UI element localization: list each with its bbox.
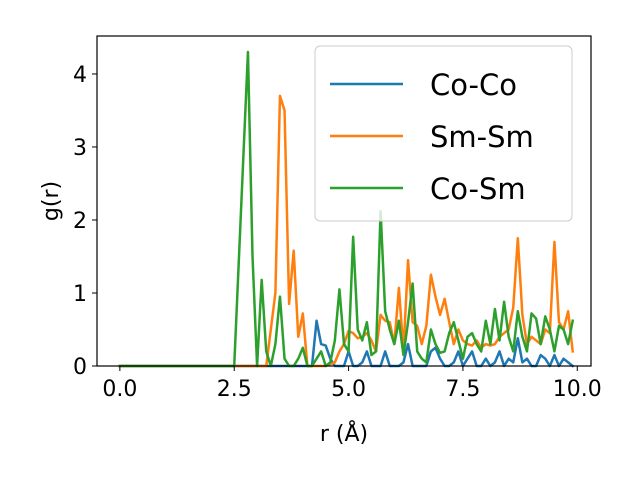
- x-tick-label: 7.5: [445, 377, 480, 402]
- x-tick-label: 10.0: [553, 377, 602, 402]
- y-tick-label: 3: [73, 136, 87, 161]
- legend-label-sm-sm: Sm-Sm: [430, 120, 534, 154]
- legend-label-co-sm: Co-Sm: [430, 172, 526, 206]
- x-tick-label: 2.5: [217, 377, 252, 402]
- axes-frame: [96, 35, 592, 367]
- legend: Co-Co Sm-Sm Co-Sm: [314, 45, 573, 222]
- y-tick-label: 2: [73, 209, 87, 234]
- x-tick-label: 0.0: [102, 377, 137, 402]
- x-axis-label: r (Å): [320, 420, 368, 447]
- x-tick-label: 5.0: [331, 377, 366, 402]
- y-axis-label: g(r): [39, 181, 64, 221]
- y-tick-label: 0: [73, 355, 87, 380]
- legend-box: [314, 45, 573, 222]
- legend-label-co-co: Co-Co: [430, 68, 517, 102]
- y-tick-label: 4: [73, 63, 87, 88]
- x-axis: 0.0 2.5 5.0 7.5 10.0: [102, 366, 602, 402]
- series-line-co-sm: [118, 50, 575, 368]
- series-line-co-co: [118, 319, 575, 368]
- y-tick-label: 1: [73, 282, 87, 307]
- y-axis: 0 1 2 3 4: [73, 63, 97, 380]
